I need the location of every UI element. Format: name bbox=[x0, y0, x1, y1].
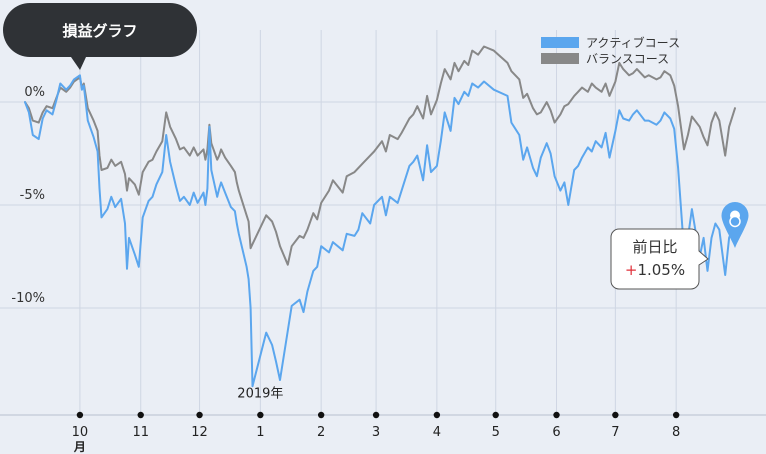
x-tick-dot bbox=[317, 411, 325, 419]
series-lines bbox=[24, 45, 736, 388]
x-tick-dot bbox=[433, 411, 441, 419]
legend-label: アクティブコース bbox=[586, 35, 680, 50]
x-tick-label: 7 bbox=[611, 425, 619, 440]
tooltip-box bbox=[610, 228, 709, 290]
year-label: 2019年 bbox=[237, 387, 283, 402]
legend-swatch bbox=[541, 37, 579, 48]
x-tick-label: 5 bbox=[492, 425, 500, 440]
legend-label: バランスコース bbox=[586, 52, 669, 66]
tooltip-value: +1.05% bbox=[625, 261, 685, 279]
title-badge-shape bbox=[3, 3, 197, 70]
y-axis-ticks: 0% -5% -10% bbox=[11, 85, 45, 306]
x-tick-dot bbox=[76, 411, 84, 419]
x-tick-label: 8 bbox=[672, 425, 680, 440]
tooltip-sign: + bbox=[625, 261, 638, 279]
x-tick-label: 2 bbox=[317, 425, 325, 440]
latest-point-marker bbox=[729, 215, 741, 228]
series-line bbox=[24, 45, 736, 266]
x-axis: 月 2019年 10 11 12 1 2 3 4 5 6 7 8 bbox=[72, 387, 681, 454]
x-tick-label: 6 bbox=[552, 425, 560, 440]
x-tick-label: 12 bbox=[191, 425, 208, 440]
legend-swatch bbox=[541, 53, 579, 64]
tooltip-value-number: 1.05% bbox=[637, 261, 685, 279]
y-tick-label: 0% bbox=[24, 85, 45, 100]
x-tick-label: 11 bbox=[132, 425, 149, 440]
x-tick-label: 4 bbox=[433, 425, 441, 440]
chart-title-badge: 損益グラフ bbox=[3, 3, 197, 70]
y-tick-label: -5% bbox=[20, 188, 45, 203]
tooltip-label: 前日比 bbox=[632, 238, 677, 256]
x-tick-dot bbox=[196, 411, 203, 419]
x-tick-dot bbox=[492, 411, 499, 419]
x-tick-dot bbox=[137, 411, 144, 419]
x-tick-dot bbox=[553, 411, 560, 419]
y-tick-label: -10% bbox=[11, 291, 45, 306]
series-line bbox=[24, 74, 736, 388]
x-tick-label: 1 bbox=[256, 425, 264, 440]
x-tick-dot bbox=[257, 411, 264, 419]
x-tick-dot bbox=[612, 411, 619, 419]
x-axis-unit-label: 月 bbox=[73, 440, 86, 454]
x-tick-dot bbox=[372, 411, 380, 419]
x-tick-label: 10 bbox=[72, 425, 89, 440]
latest-change-tooltip: 前日比 +1.05% bbox=[610, 202, 749, 290]
x-tick-dot bbox=[672, 411, 680, 419]
x-tick-label: 3 bbox=[372, 425, 380, 440]
chart-title: 損益グラフ bbox=[62, 22, 137, 40]
